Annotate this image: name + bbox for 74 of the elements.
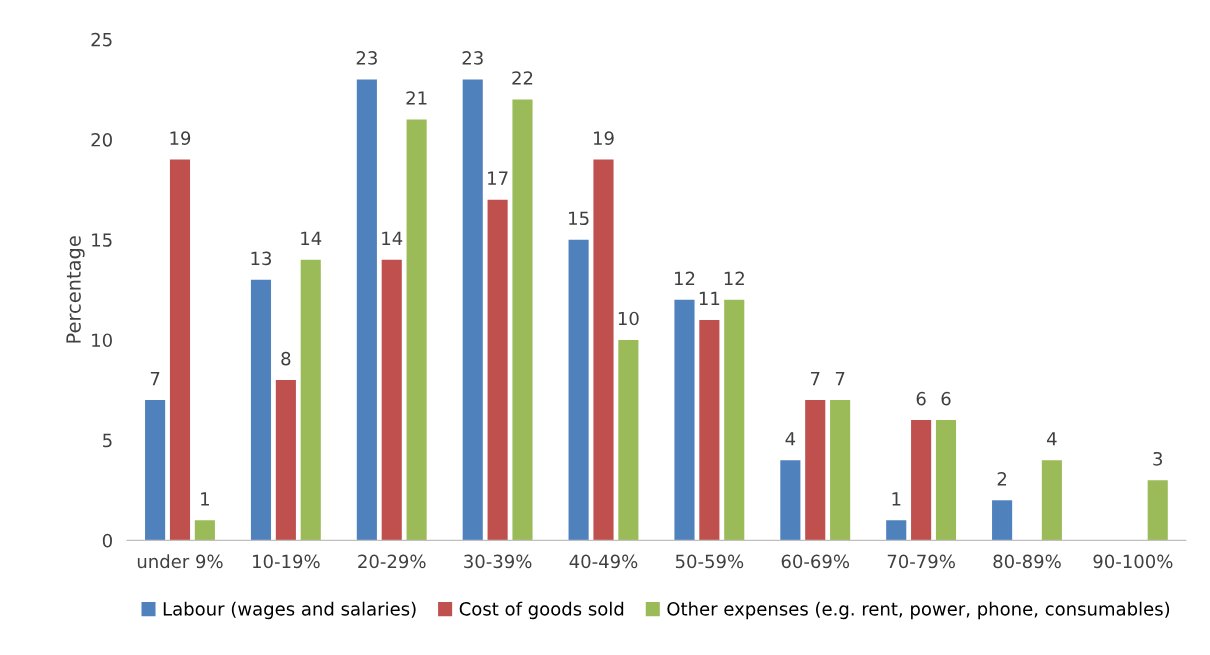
x-tick-label: 60-69%: [781, 554, 850, 569]
bar: [145, 400, 166, 541]
data-label: 21: [406, 91, 427, 105]
data-label: 7: [150, 372, 160, 386]
y-tick-label: 25: [91, 32, 112, 47]
bar: [568, 239, 589, 541]
legend-label: Other expenses (e.g. rent, power, phone, consumables): [667, 601, 1170, 620]
x-tick-label: 40-49%: [569, 554, 638, 569]
x-tick-label: 70-79%: [887, 554, 955, 569]
data-label: 2: [997, 472, 1007, 486]
bar: [169, 159, 191, 541]
y-tick-label: 15: [92, 233, 112, 247]
data-label: 13: [251, 251, 272, 266]
x-tick-label: 20-29%: [358, 554, 426, 569]
data-label: 7: [835, 372, 845, 386]
bar: [830, 400, 851, 541]
data-label: 22: [512, 71, 533, 85]
bar: [381, 259, 402, 541]
data-label: 11: [699, 291, 720, 306]
y-tick-label: 0: [102, 533, 112, 548]
data-label: 23: [462, 51, 483, 65]
bar: [300, 259, 321, 541]
bar: [512, 99, 533, 541]
bar: [935, 420, 957, 541]
bar: [674, 299, 695, 541]
bar: [462, 79, 483, 541]
x-tick-label: 90-100%: [1093, 554, 1173, 569]
data-label: 1: [892, 492, 901, 506]
x-tick-label: 80-89%: [993, 554, 1061, 569]
bar: [487, 199, 508, 541]
bar: [992, 500, 1013, 541]
x-tick-label: 50-59%: [675, 554, 744, 569]
data-label: 4: [785, 432, 796, 446]
y-axis-title: Percentage: [66, 236, 85, 343]
y-tick-label: 10: [92, 333, 112, 348]
bar: [911, 420, 932, 541]
bar: [724, 299, 745, 541]
data-label: 4: [1047, 432, 1057, 446]
y-tick-label: 5: [103, 433, 112, 448]
data-label: 19: [170, 131, 191, 145]
data-label: 23: [356, 51, 377, 65]
data-label: 17: [488, 171, 508, 185]
data-label: 1: [201, 492, 209, 506]
bar: [618, 339, 639, 541]
bar: [805, 400, 826, 541]
data-label: 3: [1153, 451, 1163, 466]
data-label: 6: [941, 391, 951, 406]
bar: [1147, 480, 1168, 541]
x-tick-label: 10-19%: [253, 554, 320, 569]
data-label: 10: [618, 311, 639, 326]
data-label: 7: [810, 372, 820, 386]
bar: [699, 319, 720, 541]
legend-label: Cost of goods sold: [459, 601, 624, 620]
data-label: 6: [916, 391, 926, 406]
data-label: 14: [382, 231, 403, 245]
bar: [886, 520, 907, 541]
bar: [250, 279, 272, 541]
bar: [275, 380, 296, 541]
data-label: 19: [593, 131, 614, 145]
bar: [780, 460, 801, 541]
bar: [356, 79, 377, 541]
bar: [194, 520, 215, 541]
legend-label: Labour (wages and salaries): [163, 601, 416, 620]
x-tick-label: 30-39%: [464, 554, 532, 569]
bar: [1041, 460, 1062, 541]
y-tick-label: 20: [91, 132, 112, 147]
data-label: 8: [281, 351, 291, 366]
data-label: 15: [569, 211, 589, 226]
data-label: 14: [301, 231, 322, 245]
bar: [406, 119, 427, 541]
data-label: 12: [674, 271, 695, 285]
data-label: 12: [724, 271, 744, 285]
bar: [593, 159, 614, 541]
x-tick-label: under 9%: [137, 554, 223, 569]
